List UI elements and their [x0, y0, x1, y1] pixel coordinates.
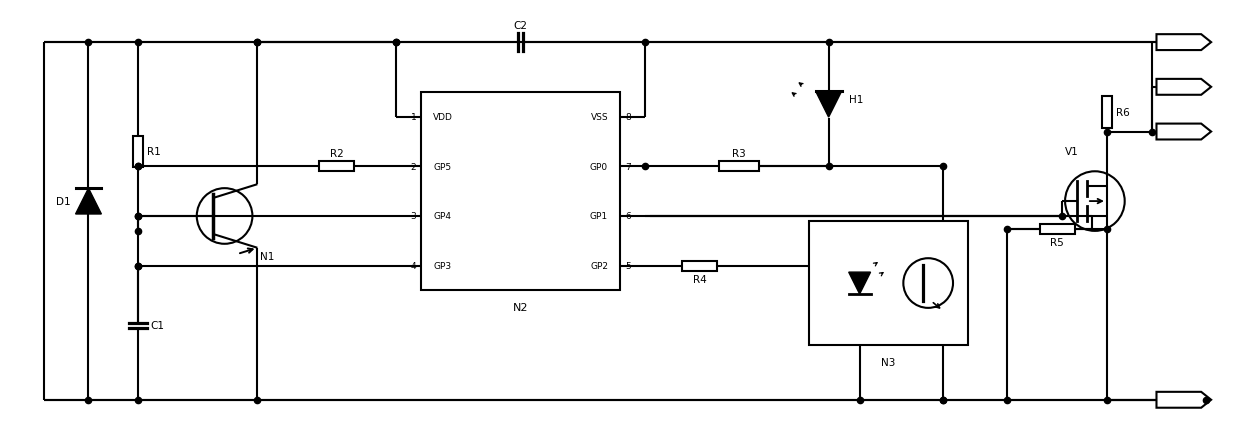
Text: D1: D1	[56, 197, 71, 207]
Text: R4: R4	[693, 274, 707, 285]
Text: BAT-: BAT-	[1171, 395, 1192, 405]
Text: N1: N1	[260, 251, 275, 261]
Polygon shape	[76, 189, 102, 214]
Text: R3: R3	[733, 149, 746, 158]
Text: N2: N2	[513, 303, 528, 313]
Text: R1: R1	[148, 147, 161, 157]
Polygon shape	[1157, 35, 1211, 51]
Text: VDD: VDD	[433, 113, 453, 122]
Text: GP3: GP3	[433, 262, 451, 271]
Polygon shape	[1157, 392, 1211, 408]
Text: BAT+: BAT+	[1168, 127, 1194, 137]
Text: C2: C2	[513, 20, 528, 31]
Text: R2: R2	[330, 149, 343, 158]
Text: 2: 2	[410, 162, 417, 171]
Text: GP4: GP4	[433, 212, 451, 221]
Text: 4: 4	[410, 262, 417, 271]
Text: 7: 7	[625, 162, 631, 171]
Polygon shape	[1157, 124, 1211, 140]
Text: V1: V1	[1065, 147, 1079, 157]
Text: C1: C1	[150, 320, 165, 331]
Text: GP2: GP2	[590, 262, 608, 271]
Text: CTRL: CTRL	[1169, 38, 1194, 48]
Bar	[320, 162, 355, 172]
Text: N3: N3	[882, 357, 895, 367]
Text: 3: 3	[410, 212, 417, 221]
Text: R5: R5	[1050, 238, 1064, 248]
Text: GND: GND	[1171, 83, 1193, 92]
Polygon shape	[1157, 80, 1211, 95]
Text: R6: R6	[1116, 107, 1130, 118]
Text: GP0: GP0	[590, 162, 608, 171]
Bar	[682, 261, 717, 271]
Text: 1: 1	[410, 113, 417, 122]
Text: 8: 8	[625, 113, 631, 122]
Text: 6: 6	[625, 212, 631, 221]
Text: GP5: GP5	[433, 162, 451, 171]
Bar	[719, 162, 759, 172]
Polygon shape	[848, 273, 870, 294]
Bar	[1040, 225, 1075, 234]
Bar	[1102, 97, 1112, 128]
Text: GP1: GP1	[590, 212, 608, 221]
Bar	[133, 136, 143, 168]
Bar	[808, 222, 967, 345]
Text: 5: 5	[625, 262, 631, 271]
Bar	[422, 92, 620, 291]
Text: VSS: VSS	[590, 113, 608, 122]
Polygon shape	[816, 92, 842, 118]
Text: H1: H1	[848, 95, 863, 105]
